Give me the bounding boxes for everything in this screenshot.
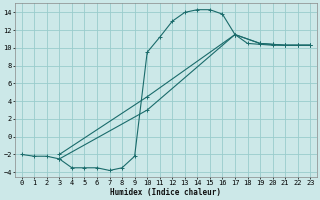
- X-axis label: Humidex (Indice chaleur): Humidex (Indice chaleur): [110, 188, 221, 197]
